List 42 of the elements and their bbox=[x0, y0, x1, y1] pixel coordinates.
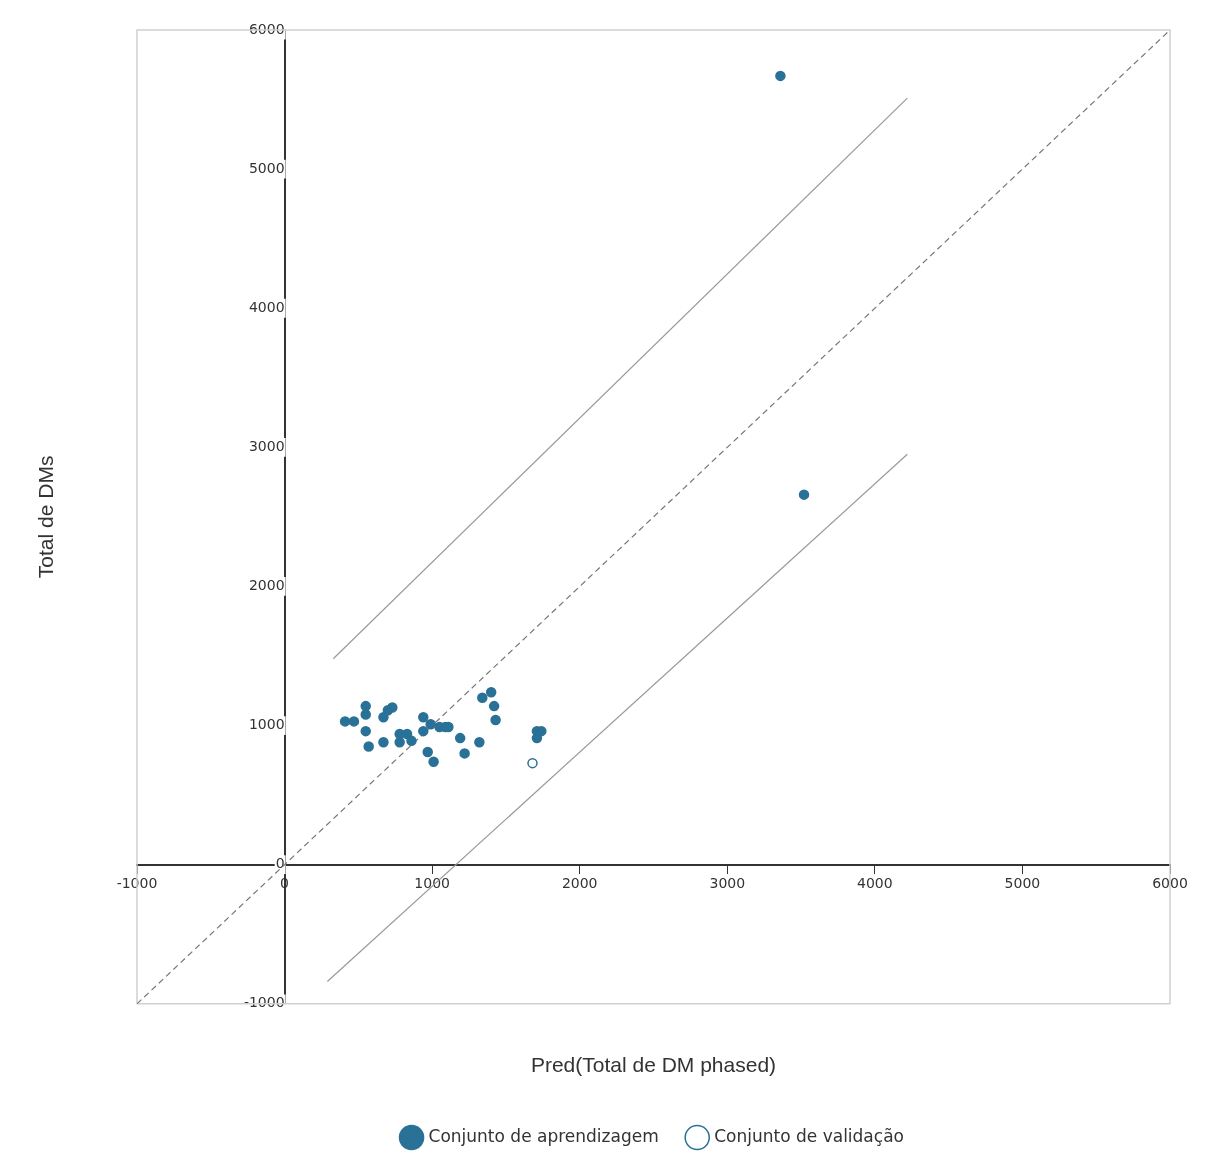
point bbox=[360, 725, 371, 737]
point bbox=[406, 735, 417, 747]
point bbox=[488, 700, 500, 712]
x-tick-label: 3000 bbox=[709, 874, 746, 891]
point bbox=[348, 716, 360, 727]
point bbox=[474, 737, 485, 748]
point bbox=[775, 70, 786, 82]
point bbox=[394, 737, 405, 748]
point bbox=[477, 692, 488, 703]
point bbox=[378, 737, 389, 748]
x-tick-label: 1000 bbox=[414, 874, 450, 891]
x-tick-label: 4000 bbox=[857, 874, 893, 891]
y-tick-label: 6000 bbox=[248, 20, 285, 37]
x-tick-label: 2000 bbox=[561, 874, 598, 891]
point bbox=[527, 757, 538, 769]
y-axis-title: Total de DMs bbox=[33, 455, 57, 579]
point bbox=[454, 732, 466, 744]
point bbox=[798, 489, 810, 500]
y-tick-label: 4000 bbox=[248, 298, 285, 315]
legend-label: Conjunto de aprendizagem bbox=[428, 1125, 659, 1146]
x-tick-label: 5000 bbox=[1004, 874, 1041, 891]
x-tick-label: -1000 bbox=[116, 874, 158, 891]
point bbox=[422, 746, 433, 758]
point bbox=[418, 711, 429, 723]
x-axis-title: Pred(Total de DM phased) bbox=[530, 1053, 777, 1077]
y-tick-label: 5000 bbox=[248, 159, 285, 176]
point bbox=[418, 725, 429, 737]
point bbox=[339, 716, 351, 727]
legend-label: Conjunto de validação bbox=[714, 1125, 904, 1146]
point bbox=[363, 741, 374, 752]
point bbox=[485, 686, 497, 698]
y-tick-label: 0 bbox=[275, 855, 285, 872]
point bbox=[387, 702, 398, 713]
point bbox=[490, 714, 501, 726]
point bbox=[360, 709, 371, 720]
y-tick-label: 3000 bbox=[248, 437, 285, 454]
y-tick-label: 2000 bbox=[248, 577, 285, 594]
y-tick-label: 1000 bbox=[248, 716, 285, 733]
x-tick-label: 6000 bbox=[1152, 874, 1188, 891]
point bbox=[459, 748, 470, 759]
point bbox=[425, 718, 436, 730]
point bbox=[428, 756, 439, 767]
